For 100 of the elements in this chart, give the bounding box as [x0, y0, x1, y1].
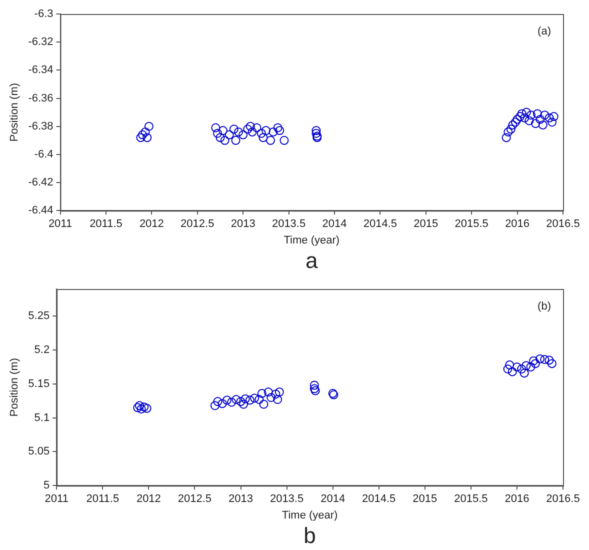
x-tick-label: 2011.5: [86, 493, 120, 506]
point: [238, 130, 248, 140]
annotation: (a): [538, 26, 551, 38]
x-tick-label: 2015.5: [454, 218, 488, 230]
point: [530, 359, 540, 368]
y-tick-label: -6.32: [28, 36, 54, 48]
point: [522, 361, 531, 370]
y-tick-label: 5.1: [34, 412, 50, 424]
point: [512, 362, 522, 372]
y-tick-label: -6.36: [28, 92, 54, 104]
point: [310, 384, 319, 394]
point: [549, 112, 558, 122]
point: [254, 395, 264, 404]
x-tick-label: 2015: [412, 493, 438, 506]
text: a: [306, 248, 319, 274]
point: [136, 404, 146, 414]
point: [310, 386, 320, 396]
x-tick-label: 2013.5: [270, 493, 304, 506]
point: [526, 362, 536, 372]
x-tick-label: 2012: [139, 218, 164, 230]
point: [520, 368, 529, 378]
point: [536, 114, 545, 124]
x-tick-label: 2014.5: [363, 218, 398, 230]
x-tick-label: 2011: [44, 493, 68, 506]
point: [540, 110, 550, 120]
point: [531, 119, 540, 128]
point: [273, 123, 282, 132]
point: [517, 109, 526, 118]
x-tick-label: 2014: [322, 218, 347, 230]
y-tick-label: 5.05: [28, 446, 50, 458]
y-tick-label: -6.4: [34, 148, 54, 160]
y-tick-label: -6.38: [28, 120, 54, 132]
point: [310, 380, 319, 390]
y-tick-label: 5.15: [28, 378, 50, 390]
point: [268, 127, 278, 136]
point: [239, 400, 248, 409]
point: [517, 364, 526, 374]
x-tick-label: 2015: [414, 218, 438, 230]
x-tick-label: 2012.5: [178, 493, 212, 506]
point: [271, 390, 280, 399]
point: [231, 136, 240, 145]
point: [232, 395, 241, 404]
point: [266, 136, 276, 145]
point: [544, 356, 554, 365]
y-tick-label: -6.3: [34, 8, 54, 20]
x-tick-label: 2014: [320, 493, 346, 506]
point: [212, 128, 222, 138]
point: [529, 356, 538, 366]
x-tick-label: 2015.5: [454, 493, 488, 506]
point: [259, 400, 268, 409]
point: [266, 392, 276, 402]
x-tick-label: 2012: [136, 493, 161, 506]
x-axis-title: Time (year): [282, 509, 338, 522]
point: [540, 355, 550, 364]
x-tick-label: 2016: [504, 493, 530, 506]
y-tick-label: -6.42: [28, 176, 54, 189]
point: [140, 127, 150, 136]
point: [258, 133, 268, 142]
point: [274, 388, 284, 397]
point: [510, 118, 520, 127]
point: [257, 388, 266, 398]
y-tick-label: 5.2: [34, 344, 50, 356]
x-tick-label: 2013: [228, 493, 253, 506]
point: [312, 128, 321, 138]
x-tick-label: 2011: [48, 218, 72, 230]
annotation: (b): [538, 300, 551, 313]
point: [248, 127, 257, 136]
x-tick-label: 2011.5: [90, 218, 122, 230]
point: [250, 394, 260, 403]
point: [245, 396, 254, 405]
point: [134, 401, 144, 410]
point: [136, 133, 146, 142]
point: [503, 364, 512, 374]
point: [211, 123, 220, 132]
point: [535, 354, 544, 364]
point: [508, 120, 518, 130]
point: [218, 399, 227, 408]
point: [516, 112, 525, 122]
y-axis-title: Position (m): [8, 358, 21, 417]
point: [218, 126, 228, 136]
x-tick-label: 2016.5: [546, 218, 580, 230]
y-tick-label: 5.25: [28, 310, 50, 322]
point: [504, 127, 513, 136]
point: [508, 367, 517, 376]
point: [526, 110, 536, 120]
y-tick-label: 5: [43, 480, 50, 492]
point: [505, 360, 514, 370]
point: [220, 136, 230, 145]
point: [144, 122, 154, 131]
y-tick-label: -6.34: [28, 64, 54, 76]
point: [229, 124, 238, 134]
point: [522, 108, 531, 117]
point: [227, 398, 236, 407]
point: [538, 120, 548, 130]
point: [210, 401, 220, 410]
point: [224, 130, 234, 140]
point: [502, 133, 511, 142]
x-tick-label: 2013: [230, 218, 256, 230]
point: [512, 114, 522, 124]
text: b: [304, 523, 316, 548]
